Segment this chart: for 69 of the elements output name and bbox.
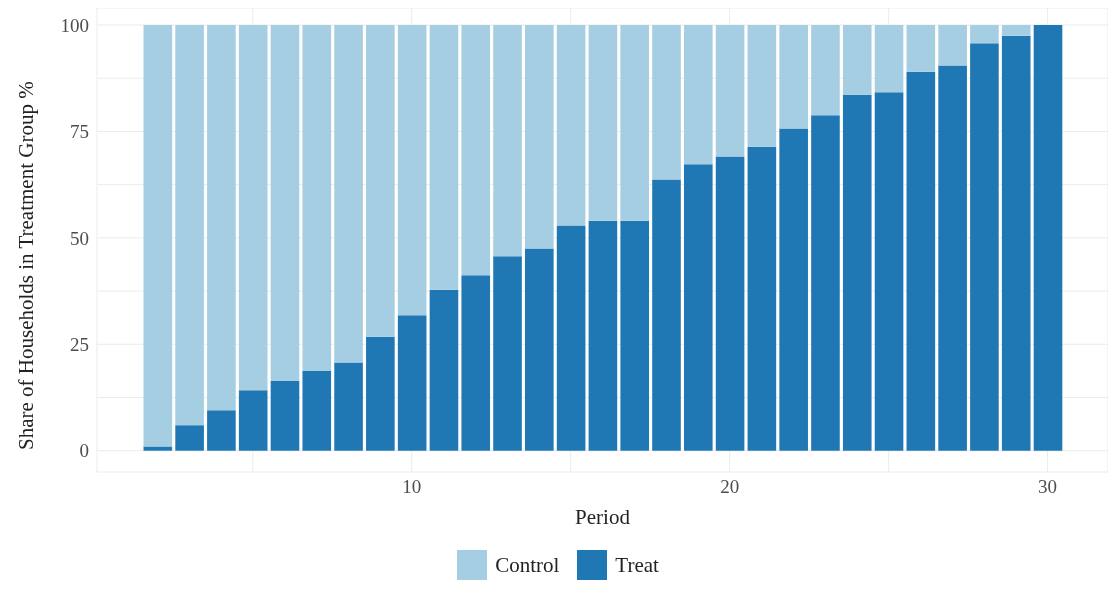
bar (493, 256, 522, 451)
bar (970, 43, 999, 451)
bar (811, 115, 840, 451)
x-axis-title: Period (575, 505, 631, 529)
bar (588, 220, 618, 451)
bar (1001, 35, 1031, 451)
legend-label: Control (495, 552, 560, 578)
bar (811, 25, 840, 116)
bar (683, 25, 713, 165)
bar (175, 425, 204, 451)
bar (779, 25, 808, 129)
bar (461, 25, 491, 276)
bar (334, 362, 363, 451)
bar (556, 225, 586, 451)
bar (302, 371, 332, 451)
bar (683, 164, 713, 451)
y-tick-label: 50 (70, 227, 89, 249)
bar (747, 25, 777, 147)
x-tick-label: 10 (402, 476, 422, 498)
bar (397, 25, 427, 316)
bar (1001, 25, 1031, 36)
bar (366, 336, 395, 451)
bar (143, 25, 173, 447)
x-tick-label: 30 (1038, 476, 1058, 498)
bar (652, 179, 681, 451)
y-tick-label: 25 (70, 334, 89, 356)
bar (143, 446, 173, 451)
bar (525, 248, 554, 451)
bar (938, 65, 967, 451)
bar (334, 25, 363, 363)
x-tick-label: 20 (720, 476, 740, 498)
bar (715, 156, 745, 451)
bar (620, 220, 650, 451)
legend-label: Treat (615, 552, 659, 578)
bar (207, 410, 236, 451)
bar (588, 25, 618, 221)
bar (779, 128, 808, 451)
bar (238, 25, 268, 391)
bar (270, 380, 300, 451)
bar (525, 25, 554, 249)
bar (938, 25, 967, 66)
y-tick-label: 0 (79, 440, 89, 462)
bar (715, 25, 745, 157)
y-tick-label: 100 (60, 14, 89, 36)
bar (366, 25, 395, 337)
bar (175, 25, 204, 426)
bar (1033, 25, 1063, 451)
bar (461, 275, 491, 451)
bar (906, 71, 936, 451)
bar (429, 289, 459, 451)
bar (429, 25, 459, 290)
bar (493, 25, 522, 257)
bar (302, 25, 332, 372)
bar (620, 25, 650, 221)
bar (270, 25, 300, 381)
bar (874, 92, 904, 451)
bar (397, 315, 427, 451)
bar (842, 25, 872, 95)
bar (238, 390, 268, 451)
bar (874, 25, 904, 93)
y-tick-label: 75 (70, 121, 89, 143)
bar (970, 25, 999, 44)
y-axis-title: Share of Households in Treatment Group % (14, 81, 39, 450)
bar (842, 94, 872, 451)
bar (207, 25, 236, 411)
bar (906, 25, 936, 72)
bar (556, 25, 586, 226)
bar (652, 25, 681, 180)
bar (747, 146, 777, 451)
